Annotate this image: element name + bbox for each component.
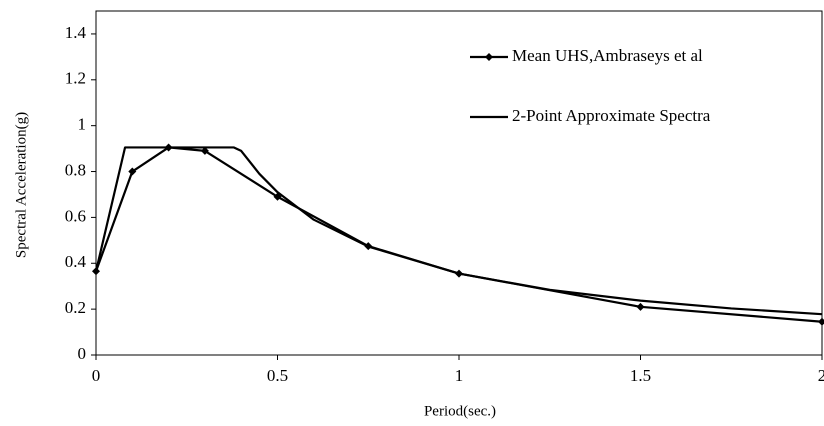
y-tick-label: 1.2 [65, 69, 86, 88]
x-tick-label: 2 [818, 366, 824, 385]
y-tick-label: 0.8 [65, 160, 86, 179]
x-axis-label: Period(sec.) [424, 403, 496, 419]
series-line [94, 146, 823, 316]
x-tick-label: 1.5 [630, 366, 651, 385]
y-axis-label: Spectral Acceleration(g) [13, 112, 29, 258]
y-tick-label: 0 [78, 344, 87, 363]
y-tick-label: 0.4 [65, 252, 87, 271]
data-point [636, 302, 645, 311]
plot-frame [95, 10, 823, 356]
data-point [200, 146, 209, 155]
data-point [818, 317, 824, 326]
legend-marker [485, 53, 493, 61]
y-tick-label: 0.6 [65, 206, 86, 225]
y-tick-label: 0.2 [65, 298, 86, 317]
y-tick-label: 1 [78, 115, 87, 134]
x-tick-label: 1 [455, 366, 464, 385]
series-line [94, 146, 823, 323]
y-tick-label: 1.4 [65, 23, 87, 42]
x-tick-label: 0.5 [267, 366, 288, 385]
data-point [128, 167, 137, 176]
x-tick-label: 0 [92, 366, 101, 385]
legend-label: 2-Point Approximate Spectra [512, 106, 711, 125]
legend-label: Mean UHS,Ambraseys et al [512, 46, 703, 65]
